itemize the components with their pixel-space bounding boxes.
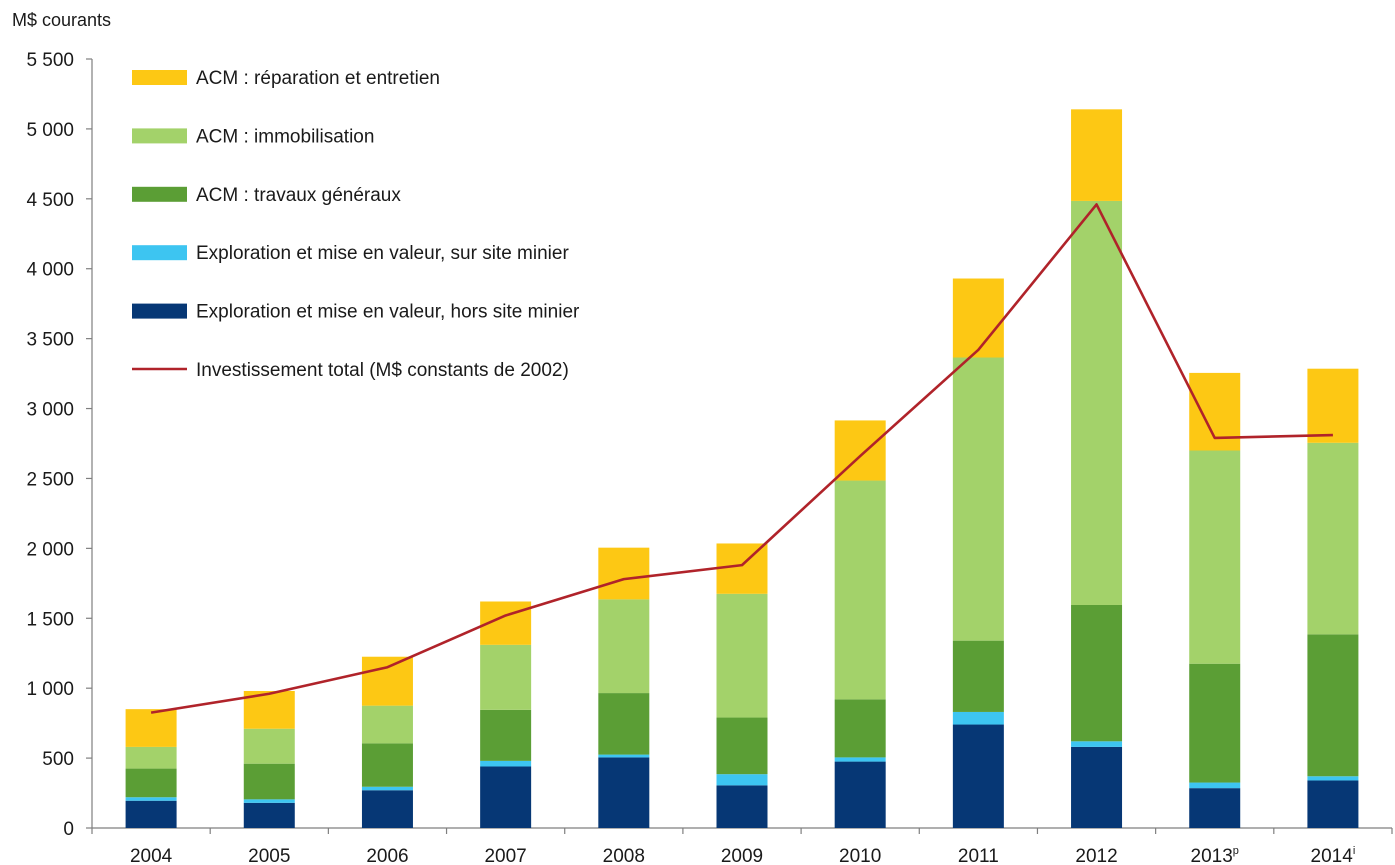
legend-label: Exploration et mise en valeur, sur site … — [196, 243, 569, 264]
bar-segment — [834, 761, 886, 828]
bars — [125, 109, 1359, 828]
bar-segment — [716, 785, 768, 828]
bar-segment — [716, 543, 768, 594]
x-tick-label: 2005 — [248, 846, 290, 865]
bar-segment — [716, 774, 768, 786]
bar-segment — [952, 640, 1004, 712]
legend-swatch — [132, 186, 187, 202]
y-tick-label: 1 000 — [26, 679, 74, 700]
bar-segment — [1071, 746, 1123, 828]
y-tick-label: 2 500 — [26, 469, 74, 490]
bar-segment — [1071, 604, 1123, 742]
y-tick-label: 1 500 — [26, 609, 74, 630]
bar-segment — [1307, 634, 1359, 777]
bar-segment — [125, 797, 177, 801]
legend-label: ACM : travaux généraux — [196, 185, 401, 206]
bar-segment — [361, 786, 413, 791]
bar-segment — [1071, 741, 1123, 747]
bar-segment — [480, 760, 532, 767]
bar-segment — [952, 278, 1004, 358]
y-tick-label: 5 500 — [26, 50, 74, 71]
bar-segment — [361, 790, 413, 828]
legend-label: Investissement total (M$ constants de 20… — [196, 360, 569, 381]
bar-segment — [243, 799, 295, 803]
total-investment-line-layer — [150, 203, 1333, 714]
legend-swatch — [132, 128, 187, 144]
legend: ACM : réparation et entretien ACM : immob… — [132, 68, 580, 381]
bar-segment — [834, 757, 886, 762]
bar-segment — [1189, 782, 1241, 789]
bar-segment — [598, 754, 650, 758]
y-tick-label: 0 — [63, 819, 74, 840]
bar-segment — [716, 593, 768, 718]
bar-segment — [125, 709, 177, 747]
y-tick-label: 500 — [42, 749, 74, 770]
y-tick-label: 3 500 — [26, 330, 74, 351]
y-axis-title: M$ courants — [12, 10, 111, 30]
bar-segment — [125, 768, 177, 798]
bar-segment — [598, 599, 650, 694]
y-axis-ticks: 0 500 1 000 1 500 2 000 2 500 3 000 3 500 4 000 4… — [26, 50, 92, 840]
bar-segment — [1071, 200, 1123, 605]
bar-segment — [361, 743, 413, 787]
bar-segment — [1307, 368, 1359, 443]
bar-segment — [952, 357, 1004, 641]
y-tick-label: 2 000 — [26, 539, 74, 560]
bar-segment — [361, 705, 413, 744]
x-tick-label: 2006 — [366, 846, 408, 865]
bar-segment — [243, 728, 295, 764]
x-axis-ticks: 2004 2005 2006 2007 2008 2009 2010 2011 2012 2013… — [91, 828, 1393, 865]
bar-segment — [1189, 663, 1241, 783]
legend-label: ACM : réparation et entretien — [196, 68, 440, 89]
bar-segment — [480, 766, 532, 828]
bar-segment — [1307, 780, 1359, 828]
x-tick-label: 2011 — [958, 846, 999, 865]
x-tick-label: 2007 — [484, 846, 526, 865]
bar-segment — [480, 709, 532, 761]
y-tick-label: 3 000 — [26, 400, 74, 421]
x-tick-label: 2014i — [1311, 845, 1356, 865]
bar-segment — [243, 763, 295, 800]
x-tick-label: 2012 — [1075, 846, 1117, 865]
legend-swatch — [132, 245, 187, 261]
bar-segment — [1307, 776, 1359, 781]
y-tick-label: 4 500 — [26, 190, 74, 211]
bar-segment — [834, 480, 886, 700]
y-tick-label: 4 000 — [26, 260, 74, 281]
bar-segment — [361, 656, 413, 706]
bar-segment — [125, 746, 177, 769]
bar-segment — [598, 693, 650, 755]
legend-label: Exploration et mise en valeur, hors site… — [196, 302, 580, 323]
x-tick-label: 2009 — [721, 846, 763, 865]
x-tick-label: 2010 — [839, 846, 881, 865]
bar-segment — [480, 644, 532, 710]
bar-segment — [834, 699, 886, 758]
bar-segment — [125, 800, 177, 828]
bar-segment — [952, 724, 1004, 828]
x-tick-label: 2013p — [1191, 845, 1239, 865]
y-tick-label: 5 000 — [26, 120, 74, 141]
bar-segment — [598, 757, 650, 828]
bar-segment — [716, 717, 768, 775]
legend-label: ACM : immobilisation — [196, 126, 374, 147]
bar-segment — [1071, 109, 1123, 201]
bar-segment — [1189, 788, 1241, 828]
bar-segment — [243, 802, 295, 828]
x-tick-label: 2008 — [603, 846, 645, 865]
bar-segment — [952, 711, 1004, 725]
legend-swatch — [132, 70, 187, 85]
bar-segment — [1307, 442, 1359, 635]
bar-segment — [598, 547, 650, 600]
x-tick-label: 2004 — [130, 846, 173, 865]
legend-swatch — [132, 303, 187, 319]
bar-segment — [1189, 450, 1241, 664]
